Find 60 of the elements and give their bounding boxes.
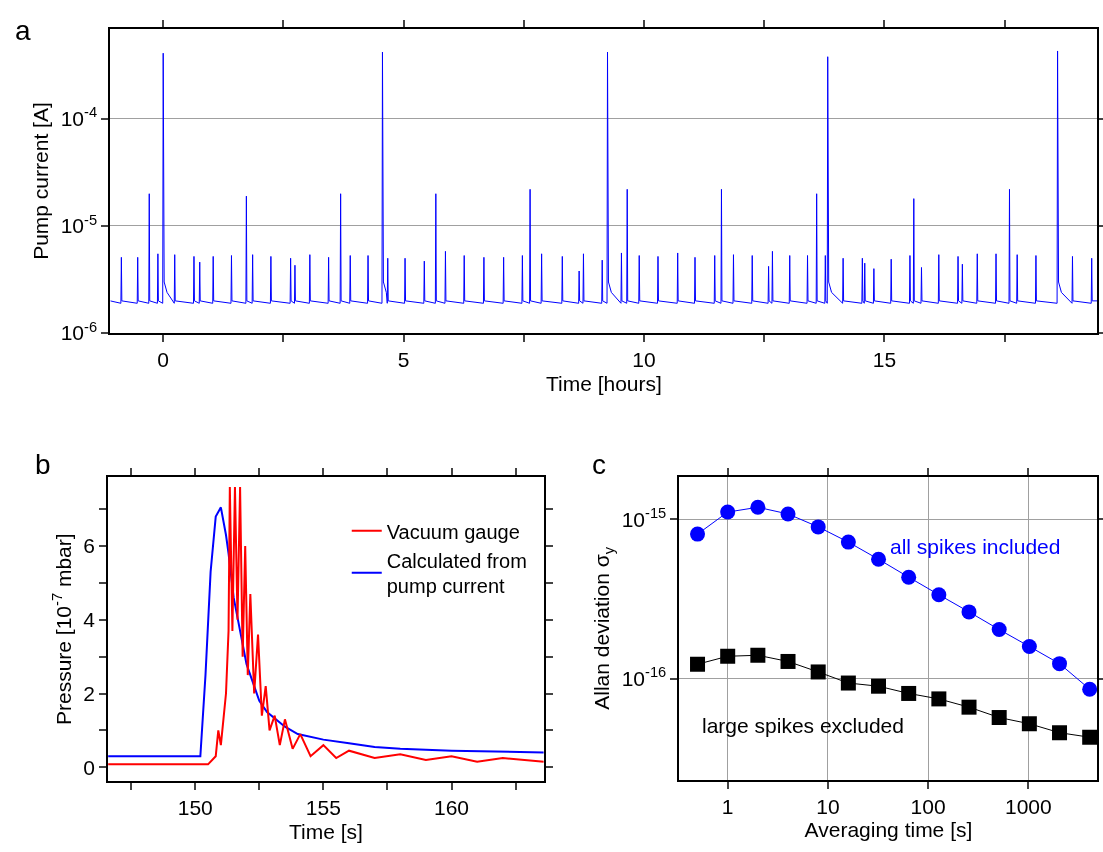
- point: [931, 691, 947, 707]
- point: [1082, 681, 1098, 697]
- point: [810, 519, 826, 535]
- y-axis-title: Pump current [A]: [29, 102, 53, 260]
- legend-label: Calculated from pump current: [386, 549, 527, 598]
- x-tick-label: 10: [816, 794, 840, 818]
- x-tick-label: 1000: [1004, 794, 1052, 818]
- series-label: large spikes excluded: [702, 714, 904, 737]
- x-tick-label: 0: [157, 348, 170, 372]
- line-series: [110, 50, 1098, 304]
- point: [1052, 656, 1068, 672]
- point: [961, 604, 977, 620]
- point: [1021, 638, 1037, 654]
- point: [1082, 729, 1098, 745]
- point: [690, 656, 706, 672]
- x-axis-title: Time [hours]: [545, 372, 662, 396]
- y-tick-label: 10$^{-16}$: [621, 664, 667, 690]
- point: [840, 675, 856, 691]
- point: [871, 678, 887, 694]
- y-tick-label: 10$^{-6}$: [60, 318, 98, 345]
- x-tick-label: 5: [397, 348, 410, 372]
- point: [991, 710, 1007, 726]
- point: [1052, 725, 1068, 741]
- point: [750, 499, 766, 515]
- y-tick-label: 10$^{-4}$: [60, 104, 98, 131]
- point: [1021, 716, 1037, 732]
- y-tick-label: 6: [83, 534, 95, 558]
- series-label: all spikes included: [890, 535, 1061, 558]
- point: [690, 526, 706, 542]
- chart-title: a: [15, 15, 31, 46]
- point: [901, 685, 917, 701]
- x-tick-label: 100: [910, 794, 946, 818]
- x-tick-label: 1: [721, 794, 734, 818]
- x-axis-title: Time [s]: [288, 820, 363, 844]
- y-tick-label: 10$^{-5}$: [60, 211, 98, 238]
- point: [991, 622, 1007, 638]
- y-tick-label: 10$^{-15}$: [621, 504, 667, 531]
- point: [780, 506, 796, 522]
- point: [901, 569, 917, 585]
- x-tick-label: 10: [632, 348, 656, 372]
- point: [840, 534, 856, 550]
- point: [780, 653, 796, 669]
- point: [931, 587, 947, 603]
- point: [750, 647, 766, 663]
- point: [720, 504, 736, 520]
- point: [720, 648, 736, 664]
- y-tick-label: 0: [83, 755, 95, 779]
- y-tick-label: 2: [83, 681, 95, 705]
- x-axis-title: Averaging time [s]: [804, 818, 973, 842]
- legend-label: Vacuum gauge: [386, 520, 520, 543]
- chart-title: b: [35, 449, 51, 480]
- point: [810, 664, 826, 680]
- chart-title: c: [592, 449, 606, 480]
- x-tick-label: 15: [872, 348, 897, 372]
- x-tick-label: 150: [177, 796, 213, 820]
- x-tick-label: 155: [305, 796, 341, 820]
- point: [961, 699, 977, 715]
- y-tick-label: 4: [83, 608, 96, 632]
- x-tick-label: 160: [433, 796, 470, 820]
- point: [871, 551, 887, 567]
